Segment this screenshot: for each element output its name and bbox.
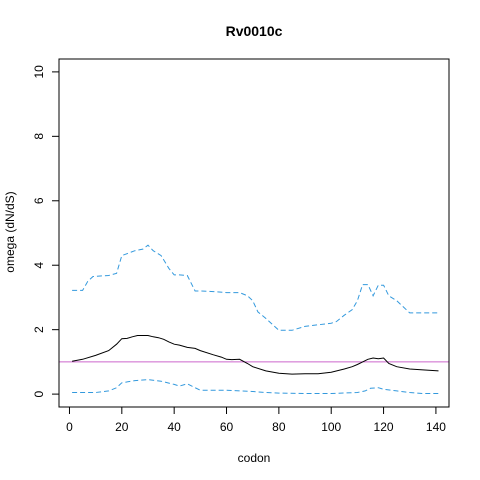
y-tick-label: 6 bbox=[32, 197, 46, 204]
x-tick-label: 60 bbox=[220, 420, 234, 434]
x-tick-label: 120 bbox=[374, 420, 394, 434]
omega-mean-line bbox=[72, 335, 439, 375]
omega-upper-bound-line bbox=[72, 244, 439, 331]
x-tick-label: 40 bbox=[167, 420, 181, 434]
plot-frame bbox=[58, 58, 450, 408]
x-tick-label: 100 bbox=[321, 420, 341, 434]
y-tick-label: 4 bbox=[32, 262, 46, 269]
omega-lower-bound-line bbox=[72, 379, 439, 394]
x-tick-label: 140 bbox=[426, 420, 446, 434]
y-tick-label: 10 bbox=[32, 65, 46, 79]
y-tick-label: 0 bbox=[32, 390, 46, 397]
y-tick-label: 2 bbox=[32, 326, 46, 333]
x-tick-label: 80 bbox=[272, 420, 286, 434]
x-tick-label: 20 bbox=[115, 420, 129, 434]
y-axis-label: omega (dN/dS) bbox=[3, 191, 17, 272]
chart-title: Rv0010c bbox=[226, 23, 283, 39]
x-axis-label: codon bbox=[238, 451, 271, 465]
y-tick-label: 8 bbox=[32, 133, 46, 140]
x-tick-label: 0 bbox=[66, 420, 73, 434]
